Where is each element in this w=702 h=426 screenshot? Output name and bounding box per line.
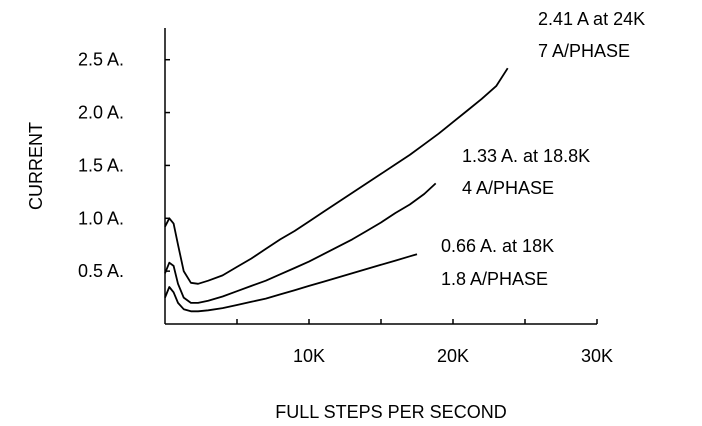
series-annotation-4a-value: 1.33 A. at 18.8K <box>462 146 590 166</box>
x-tick-label-2: 30K <box>581 346 613 366</box>
y-tick-label-2: 1.5 A. <box>78 155 124 175</box>
y-tick-label-4: 2.5 A. <box>78 50 124 70</box>
x-tick-label-1: 20K <box>437 346 469 366</box>
y-axis-ticks: 0.5 A. 1.0 A. 1.5 A. 2.0 A. 2.5 A. <box>78 50 170 281</box>
y-tick-label-0: 0.5 A. <box>78 261 124 281</box>
series-annotation-7a-value: 2.41 A at 24K <box>538 9 645 29</box>
series-annotation-1-8a-value: 0.66 A. at 18K <box>441 236 554 256</box>
series-annotation-1-8a-name: 1.8 A/PHASE <box>441 269 548 289</box>
x-axis-ticks: 10K 20K 30K <box>236 319 613 366</box>
series-annotation-7a-name: 7 A/PHASE <box>538 41 630 61</box>
series-line-2 <box>164 253 418 313</box>
y-tick-label-1: 1.0 A. <box>78 208 124 228</box>
y-axis-title: CURRENT <box>26 122 46 210</box>
series-annotation-4a-name: 4 A/PHASE <box>462 178 554 198</box>
x-axis-title: FULL STEPS PER SECOND <box>275 402 506 422</box>
y-tick-label-3: 2.0 A. <box>78 103 124 123</box>
x-tick-label-0: 10K <box>293 346 325 366</box>
series-line-0 <box>164 67 509 285</box>
series-line-1 <box>164 182 437 304</box>
series-lines <box>164 67 509 313</box>
